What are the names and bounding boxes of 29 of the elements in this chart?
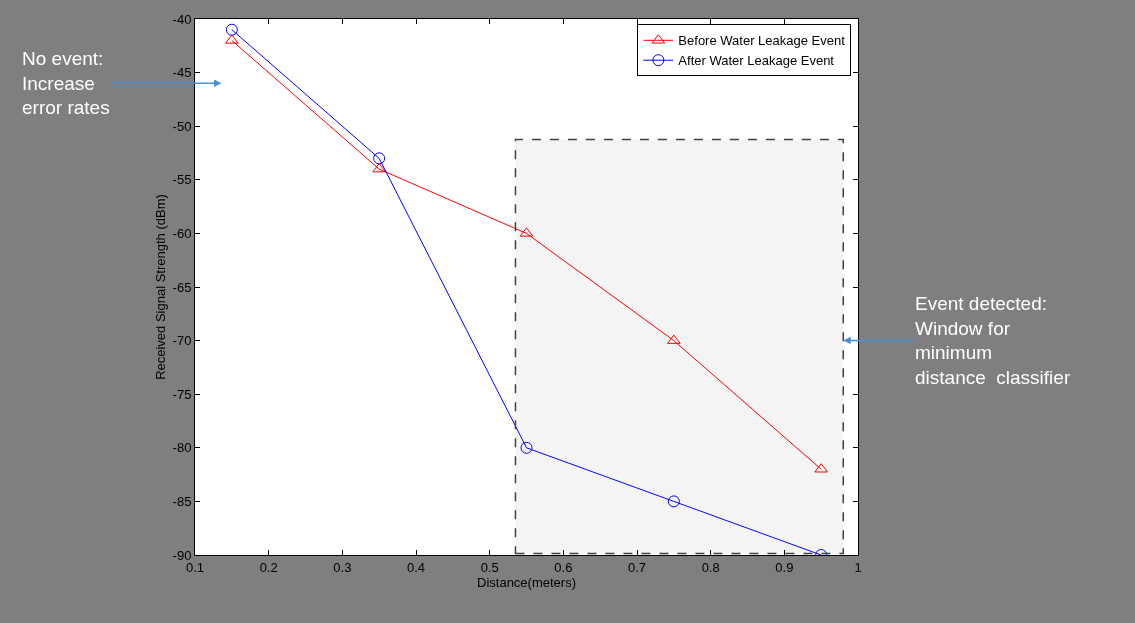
x-axis-title: Distance(meters) [477,574,576,590]
y-tick-label: -55 [172,172,192,188]
y-axis-title: Received Signal Strength (dBm) [152,194,168,380]
y-tick-label: -65 [172,279,192,295]
y-tick-label: -70 [172,333,192,349]
point [667,495,680,508]
x-tick-label: 0.5 [480,559,499,575]
x-tick-label: 0.6 [554,559,573,575]
y-tick-label: -45 [172,65,192,81]
x-tick-label: 1 [854,559,862,575]
x-tick-label: 0.2 [259,559,278,575]
point [520,441,533,454]
x-tick-label: 0.9 [775,559,794,575]
y-tick-label: -50 [172,118,192,134]
band-label: Event detected: Window for minimum distance classifier [915,293,1071,389]
y-tick-label: -75 [172,386,192,402]
legend-label: After Water Leakage Event [678,53,835,69]
text: No event: Increase error rates [22,48,110,119]
point [373,152,386,165]
y-tick-label: -40 [172,11,192,27]
y-tick-label: -80 [172,440,192,456]
legend-label: Before Water Leakage Event [678,33,846,49]
x-tick-label: 0.4 [406,559,426,575]
y-tick-label: -85 [172,493,192,509]
point [225,23,238,36]
x-tick-label: 0.7 [627,559,647,575]
y-tick-label: -60 [172,225,192,241]
x-tick-label: 0.8 [701,559,720,575]
x-tick-label: 0.3 [333,559,352,575]
